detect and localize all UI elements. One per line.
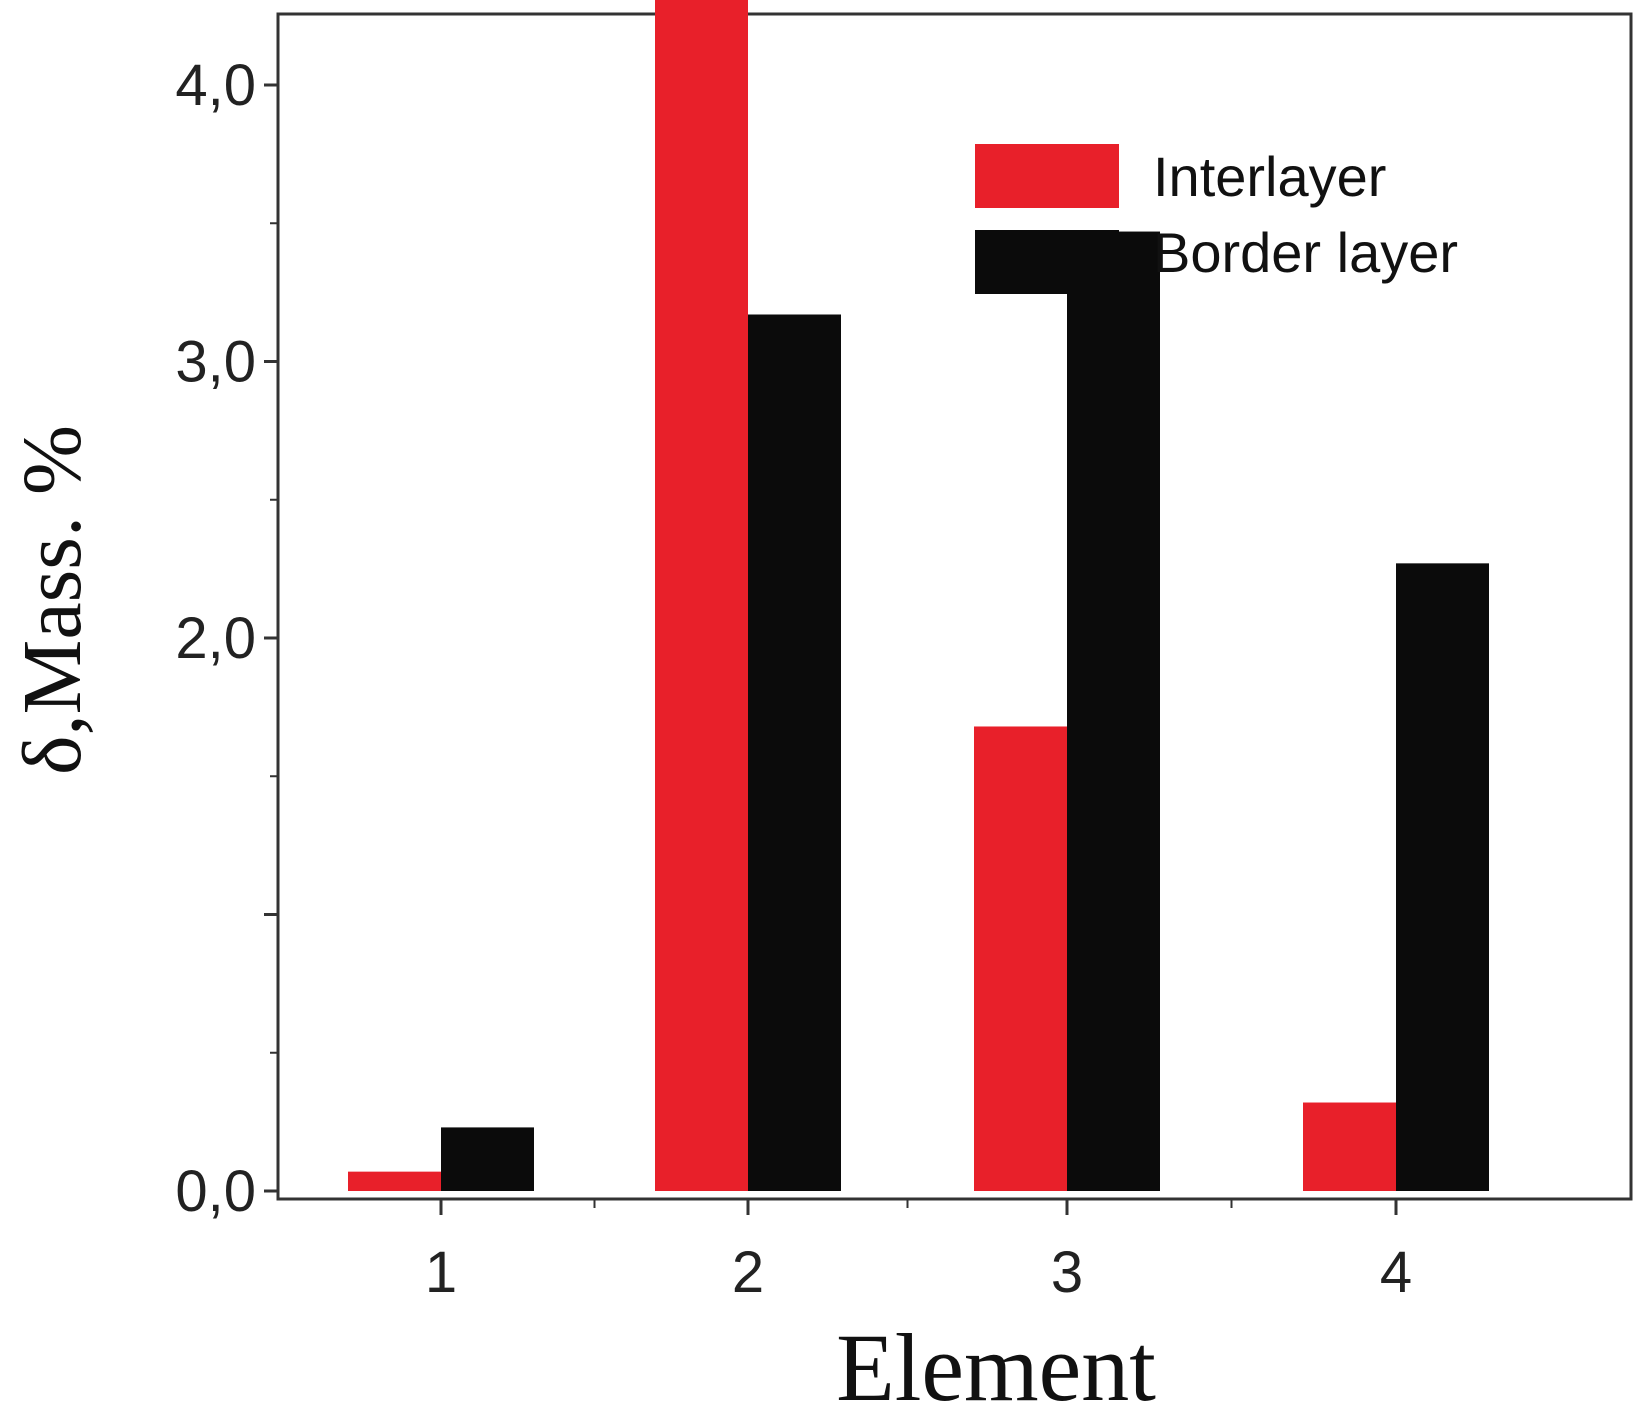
bar-interlayer-2 xyxy=(655,0,748,1192)
legend-swatch-border-layer xyxy=(975,230,1119,294)
y-tick-label: 3,0 xyxy=(175,330,256,395)
bar-border-layer-2 xyxy=(748,314,841,1191)
y-tick-label: 0,0 xyxy=(175,1159,256,1224)
x-tick-label: 2 xyxy=(732,1240,764,1305)
y-tick-label: 2,0 xyxy=(175,606,256,671)
bars xyxy=(348,0,1489,1192)
x-tick-label: 3 xyxy=(1051,1240,1083,1305)
y-axis-ticks: 0,02,03,04,05,0 xyxy=(175,53,278,1224)
bar-border-layer-3 xyxy=(1067,231,1160,1192)
bar-border-layer-4 xyxy=(1396,563,1489,1191)
x-axis-ticks: 1 2 3 4 xyxy=(425,1199,1412,1305)
legend-label-interlayer: Interlayer xyxy=(1153,145,1386,208)
legend-label-border-layer: Border layer xyxy=(1153,221,1458,284)
legend: Interlayer Border layer xyxy=(975,144,1458,294)
x-tick-label: 4 xyxy=(1380,1240,1412,1305)
y-tick-label: 4,0 xyxy=(175,53,256,118)
bar-interlayer-1 xyxy=(348,1171,441,1191)
x-axis-title: Element xyxy=(836,1314,1156,1413)
x-tick-label: 1 xyxy=(425,1240,457,1305)
y-axis-title: δ,Mass. % xyxy=(6,425,99,775)
bar-interlayer-4 xyxy=(1303,1102,1396,1191)
legend-swatch-interlayer xyxy=(975,144,1119,208)
plot-frame xyxy=(276,12,1633,1201)
bar-border-layer-1 xyxy=(441,1127,534,1191)
bar-interlayer-3 xyxy=(974,726,1067,1191)
